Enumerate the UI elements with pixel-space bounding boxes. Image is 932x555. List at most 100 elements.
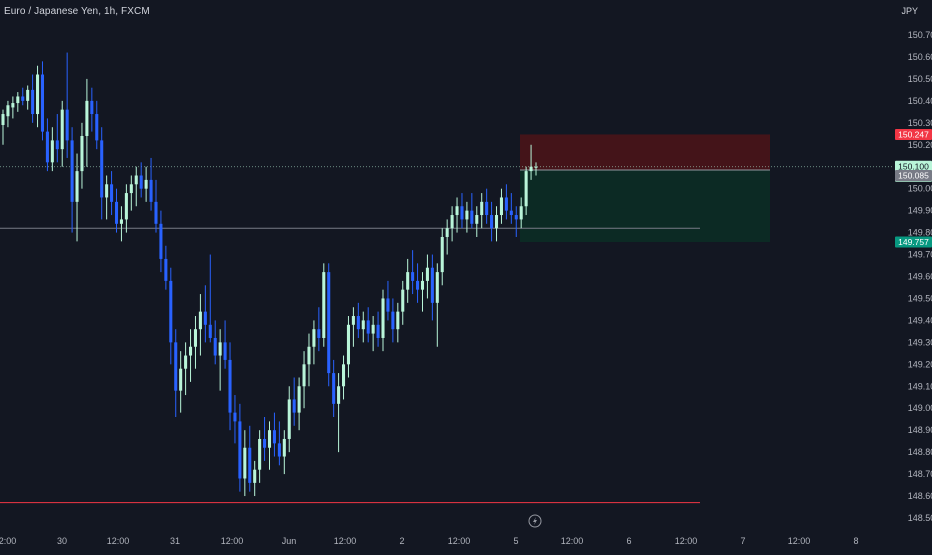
candle-body[interactable] — [179, 368, 183, 391]
candle-body[interactable] — [322, 272, 326, 338]
candle-body[interactable] — [65, 109, 69, 141]
candle-body[interactable] — [396, 311, 400, 330]
candle-body[interactable] — [381, 298, 385, 338]
candle-body[interactable] — [258, 438, 262, 470]
candle-body[interactable] — [193, 329, 198, 347]
candle-body[interactable] — [1, 114, 5, 126]
candle-body[interactable] — [277, 443, 281, 457]
candle-body[interactable] — [60, 109, 64, 150]
candle-body[interactable] — [159, 223, 163, 259]
candle-body[interactable] — [337, 386, 341, 404]
candle-body[interactable] — [129, 184, 133, 194]
candle-body[interactable] — [282, 438, 286, 457]
candle-body[interactable] — [509, 210, 513, 216]
candle-body[interactable] — [198, 311, 202, 330]
candle-body[interactable] — [450, 215, 454, 229]
candle-body[interactable] — [16, 96, 20, 104]
candle-body[interactable] — [124, 193, 128, 220]
candle-body[interactable] — [480, 201, 484, 216]
candle-body[interactable] — [425, 267, 429, 281]
candle-body[interactable] — [490, 215, 494, 229]
candle-body[interactable] — [346, 324, 350, 365]
candle-body[interactable] — [119, 219, 123, 224]
candle-body[interactable] — [228, 359, 232, 413]
candle-body[interactable] — [174, 342, 178, 391]
candle-body[interactable] — [307, 346, 311, 365]
candle-body[interactable] — [460, 206, 464, 220]
candle-body[interactable] — [341, 364, 346, 387]
candle-body[interactable] — [361, 320, 365, 330]
candle-body[interactable] — [55, 140, 59, 150]
candle-body[interactable] — [253, 469, 257, 483]
candle-body[interactable] — [75, 171, 79, 202]
candle-body[interactable] — [184, 355, 188, 369]
candle-body[interactable] — [90, 100, 94, 115]
candle-body[interactable] — [485, 201, 489, 216]
candle-body[interactable] — [302, 364, 306, 387]
candle-body[interactable] — [263, 438, 267, 448]
candle-body[interactable] — [332, 373, 336, 404]
candle-body[interactable] — [80, 135, 84, 172]
candle-body[interactable] — [287, 399, 291, 439]
candle-body[interactable] — [203, 311, 207, 325]
candle-body[interactable] — [267, 430, 272, 448]
lightning-icon[interactable] — [528, 514, 542, 528]
candle-body[interactable] — [149, 179, 153, 202]
candle-body[interactable] — [169, 280, 173, 343]
candle-body[interactable] — [351, 316, 355, 325]
candle-body[interactable] — [470, 210, 474, 224]
candle-body[interactable] — [519, 206, 523, 220]
candle-body[interactable] — [11, 103, 15, 108]
candle-body[interactable] — [371, 324, 375, 334]
candle-body[interactable] — [110, 184, 114, 202]
candle-body[interactable] — [297, 386, 301, 413]
candle-body[interactable] — [514, 215, 518, 220]
candle-body[interactable] — [70, 140, 74, 202]
candle-body[interactable] — [40, 74, 45, 132]
candle-body[interactable] — [21, 96, 25, 101]
candle-body[interactable] — [416, 280, 420, 290]
candle-body[interactable] — [100, 140, 104, 198]
candle-body[interactable] — [465, 210, 469, 220]
candle-body[interactable] — [85, 100, 89, 136]
candle-body[interactable] — [134, 175, 138, 185]
stop-loss-zone[interactable] — [520, 134, 770, 171]
candle-body[interactable] — [248, 447, 252, 483]
candle-body[interactable] — [494, 215, 499, 229]
candle-body[interactable] — [139, 175, 143, 189]
candle-body[interactable] — [36, 74, 40, 115]
candle-body[interactable] — [272, 430, 276, 444]
candle-body[interactable] — [95, 114, 99, 141]
candle-body[interactable] — [189, 346, 193, 356]
candle-body[interactable] — [401, 289, 405, 312]
candle-body[interactable] — [534, 166, 538, 168]
candle-body[interactable] — [504, 197, 508, 211]
candle-body[interactable] — [243, 447, 247, 479]
candle-body[interactable] — [164, 258, 168, 281]
candle-body[interactable] — [391, 311, 395, 330]
candle-body[interactable] — [327, 272, 331, 374]
candle-body[interactable] — [366, 320, 370, 334]
candle-body[interactable] — [445, 228, 449, 237]
candle-body[interactable] — [50, 140, 54, 163]
candle-body[interactable] — [292, 399, 296, 413]
candle-body[interactable] — [435, 272, 439, 303]
candle-body[interactable] — [154, 201, 158, 224]
candle-body[interactable] — [6, 105, 10, 117]
candle-body[interactable] — [144, 179, 148, 189]
candle-body[interactable] — [406, 272, 410, 290]
candle-body[interactable] — [455, 206, 459, 216]
candle-body[interactable] — [499, 197, 503, 216]
candle-body[interactable] — [430, 267, 434, 303]
symbol-title[interactable]: Euro / Japanese Yen, 1h, FXCM — [4, 6, 150, 17]
candle-body[interactable] — [218, 342, 222, 356]
candle-body[interactable] — [31, 89, 35, 115]
candle-body[interactable] — [376, 324, 380, 338]
candle-body[interactable] — [386, 298, 390, 312]
candle-body[interactable] — [440, 236, 444, 273]
candle-body[interactable] — [317, 329, 321, 338]
candle-body[interactable] — [114, 201, 119, 224]
candle-body[interactable] — [524, 171, 528, 207]
candle-body[interactable] — [223, 342, 227, 360]
candle-body[interactable] — [208, 324, 212, 338]
